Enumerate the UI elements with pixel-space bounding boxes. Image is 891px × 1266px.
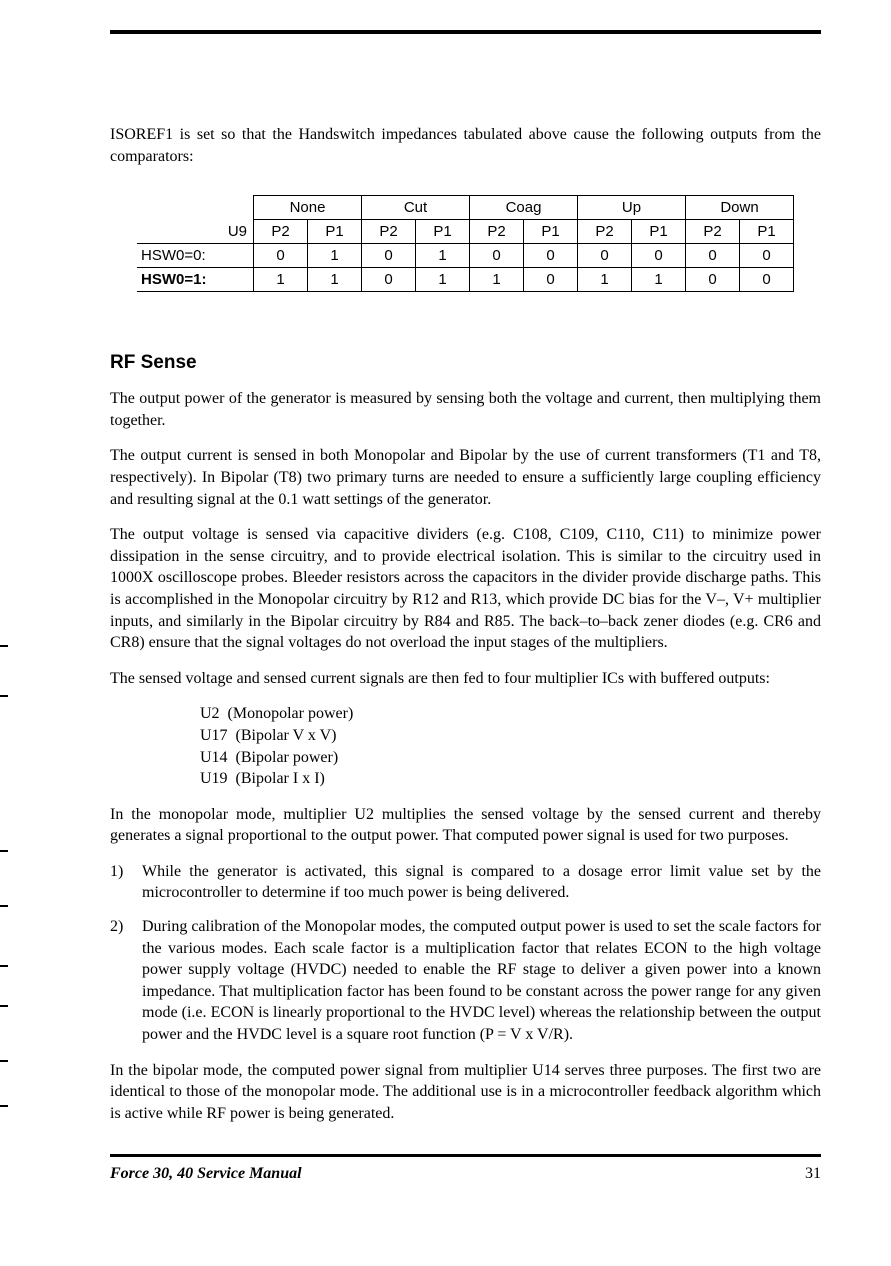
row-label: HSW0=0: bbox=[137, 244, 254, 268]
footer-title: Force 30, 40 Service Manual bbox=[110, 1165, 302, 1183]
table-cell: 0 bbox=[740, 244, 794, 268]
group-head: Down bbox=[686, 196, 794, 220]
table-cell: 1 bbox=[632, 268, 686, 292]
table-cell: 0 bbox=[362, 244, 416, 268]
table-cell: 0 bbox=[686, 268, 740, 292]
edge-tick bbox=[0, 850, 8, 852]
table-group-row: None Cut Coag Up Down bbox=[137, 196, 794, 220]
sub-head: P2 bbox=[254, 220, 308, 244]
body-paragraph: The output current is sensed in both Mon… bbox=[110, 445, 821, 510]
table-cell: 1 bbox=[416, 268, 470, 292]
edge-tick bbox=[0, 1060, 8, 1062]
sub-head: P2 bbox=[470, 220, 524, 244]
intro-paragraph: ISOREF1 is set so that the Handswitch im… bbox=[110, 124, 821, 167]
table-cell: 0 bbox=[524, 268, 578, 292]
table-cell: 0 bbox=[524, 244, 578, 268]
list-item: While the generator is activated, this s… bbox=[110, 861, 821, 904]
group-head: Up bbox=[578, 196, 686, 220]
multiplier-list: U2 (Monopolar power) U17 (Bipolar V x V)… bbox=[200, 703, 821, 789]
body-paragraph: The sensed voltage and sensed current si… bbox=[110, 668, 821, 690]
body-paragraph: In the bipolar mode, the computed power … bbox=[110, 1060, 821, 1125]
group-head: Cut bbox=[362, 196, 470, 220]
edge-tick bbox=[0, 1005, 8, 1007]
sub-head: P1 bbox=[740, 220, 794, 244]
list-item: U19 (Bipolar I x I) bbox=[200, 768, 821, 790]
edge-tick bbox=[0, 695, 8, 697]
list-item: U2 (Monopolar power) bbox=[200, 703, 821, 725]
sub-head: P1 bbox=[416, 220, 470, 244]
table-cell: 1 bbox=[578, 268, 632, 292]
body-paragraph: The output voltage is sensed via capacit… bbox=[110, 524, 821, 654]
table-subhead-row: U9 P2 P1 P2 P1 P2 P1 P2 P1 P2 P1 bbox=[137, 220, 794, 244]
table-cell: 0 bbox=[686, 244, 740, 268]
table-cell: 0 bbox=[362, 268, 416, 292]
sub-head: P2 bbox=[686, 220, 740, 244]
footer-page-number: 31 bbox=[805, 1165, 821, 1183]
sub-head: P1 bbox=[632, 220, 686, 244]
edge-tick bbox=[0, 905, 8, 907]
sub-head: P1 bbox=[308, 220, 362, 244]
body-paragraph: The output power of the generator is mea… bbox=[110, 388, 821, 431]
table-row: HSW0=0: 0 1 0 1 0 0 0 0 0 0 bbox=[137, 244, 794, 268]
list-item: U14 (Bipolar power) bbox=[200, 747, 821, 769]
comparator-table: None Cut Coag Up Down U9 P2 P1 P2 P1 P2 … bbox=[137, 195, 794, 292]
row-label: HSW0=1: bbox=[137, 268, 254, 292]
footer: Force 30, 40 Service Manual 31 bbox=[110, 1154, 821, 1183]
table-cell: 0 bbox=[632, 244, 686, 268]
table-cell: 1 bbox=[308, 268, 362, 292]
edge-tick bbox=[0, 1105, 8, 1107]
table-cell: 1 bbox=[416, 244, 470, 268]
rf-sense-heading: RF Sense bbox=[110, 352, 821, 374]
list-item: During calibration of the Monopolar mode… bbox=[110, 916, 821, 1046]
table-cell: 1 bbox=[254, 268, 308, 292]
sub-head: P1 bbox=[524, 220, 578, 244]
table-cell: 1 bbox=[470, 268, 524, 292]
top-rule bbox=[110, 30, 821, 34]
numbered-list: While the generator is activated, this s… bbox=[110, 861, 821, 1046]
table-cell: 0 bbox=[578, 244, 632, 268]
edge-tick bbox=[0, 965, 8, 967]
u9-label: U9 bbox=[137, 220, 254, 244]
list-item: U17 (Bipolar V x V) bbox=[200, 725, 821, 747]
table-cell: 0 bbox=[254, 244, 308, 268]
sub-head: P2 bbox=[578, 220, 632, 244]
table-cell: 1 bbox=[308, 244, 362, 268]
group-head: None bbox=[254, 196, 362, 220]
table-empty-cell bbox=[137, 196, 254, 220]
table-cell: 0 bbox=[740, 268, 794, 292]
group-head: Coag bbox=[470, 196, 578, 220]
table-row: HSW0=1: 1 1 0 1 1 0 1 1 0 0 bbox=[137, 268, 794, 292]
table-cell: 0 bbox=[470, 244, 524, 268]
edge-tick bbox=[0, 645, 8, 647]
sub-head: P2 bbox=[362, 220, 416, 244]
body-paragraph: In the monopolar mode, multiplier U2 mul… bbox=[110, 804, 821, 847]
